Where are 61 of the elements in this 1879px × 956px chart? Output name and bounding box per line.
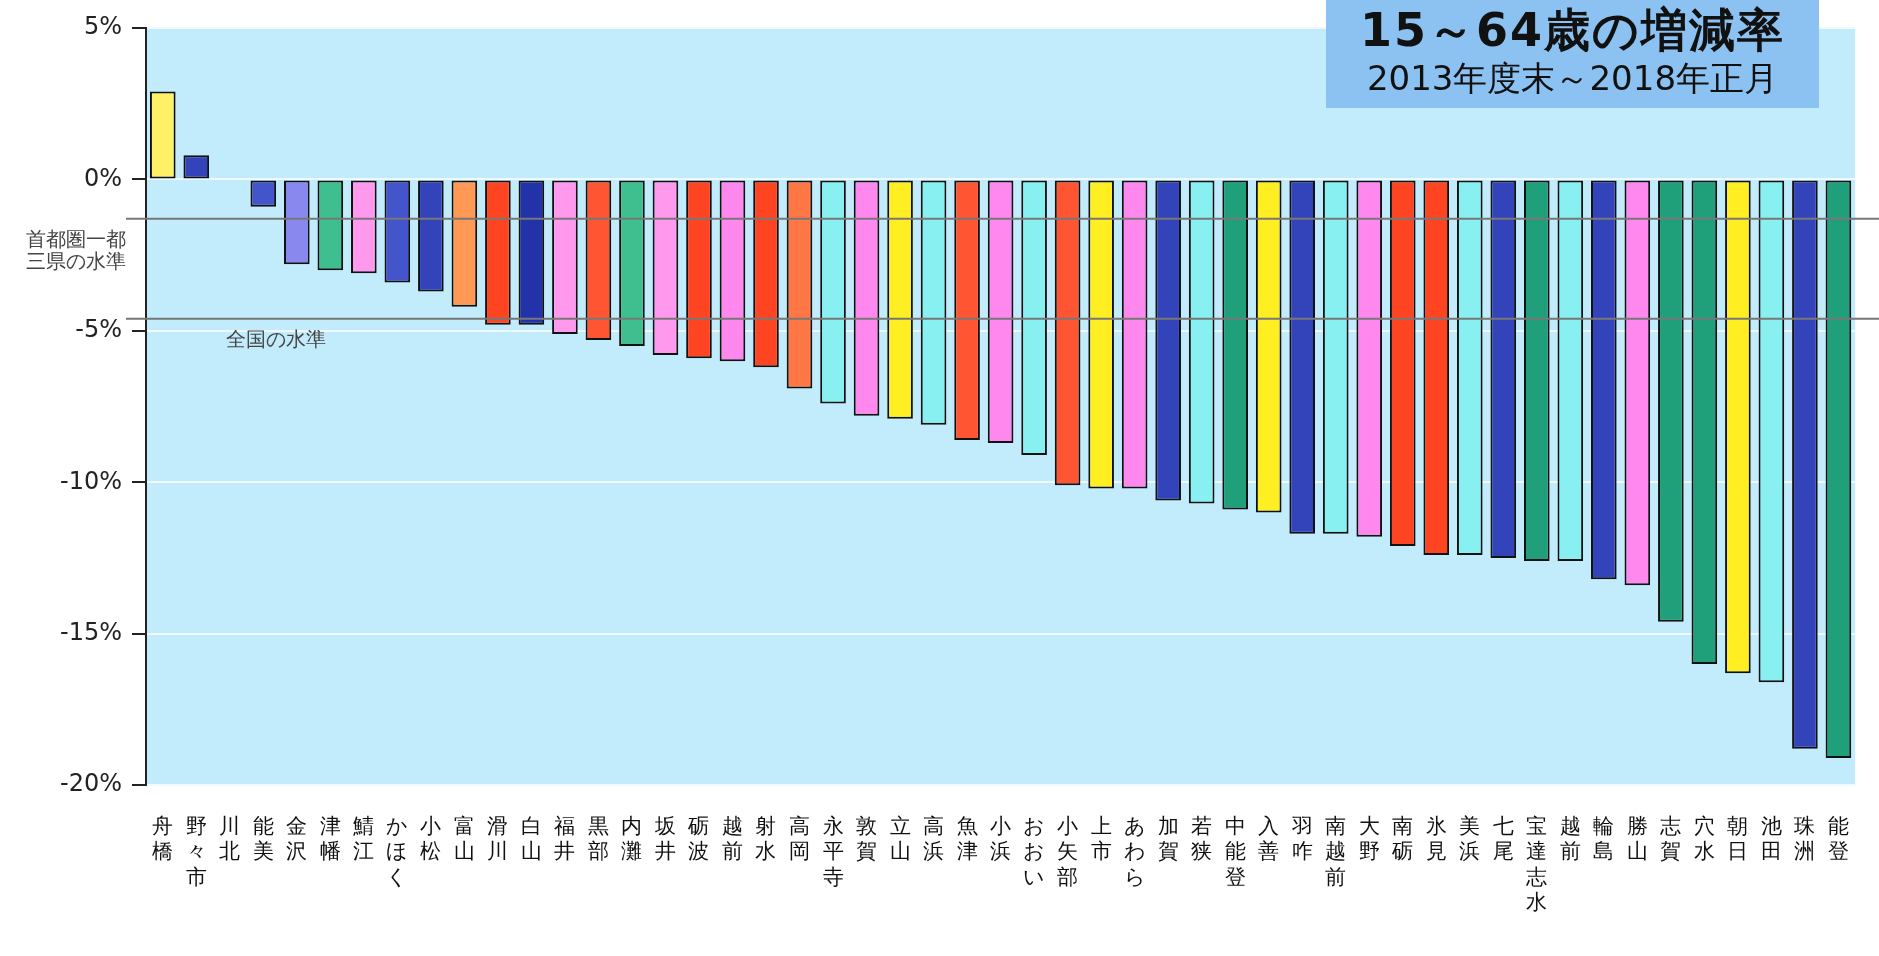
x-tick-label: 射水: [755, 814, 777, 864]
ref-line-label: 全国の水準: [226, 326, 326, 351]
x-tick-label: 永平寺: [822, 814, 844, 889]
x-tick-label: 津幡: [319, 814, 341, 864]
x-tick-label: 中能登: [1224, 814, 1246, 889]
y-tick-label: -5%: [75, 315, 122, 344]
x-tick-label: 舟橋: [152, 814, 174, 864]
x-tick-label: 黒部: [587, 814, 609, 864]
x-tick-label: 高岡: [789, 814, 811, 864]
x-tick-label: おおい: [1023, 814, 1046, 889]
x-tick-label: 小松: [420, 814, 442, 864]
x-tick-label: あわら: [1123, 814, 1146, 889]
x-tick-label: 朝日: [1727, 814, 1749, 864]
x-tick-label: 富山: [453, 814, 475, 864]
ref-line-label: 首都圏一都三県の水準: [26, 227, 126, 274]
x-tick-label: かほく: [386, 814, 409, 889]
x-tick-label: 小矢部: [1057, 814, 1079, 889]
x-tick-label: 珠洲: [1794, 814, 1816, 864]
text: 2013年度末～2018年正月: [1365, 58, 1779, 98]
chart-title: 15～64歳の増減率: [1359, 2, 1785, 58]
x-tick-label: 鯖江: [353, 814, 375, 864]
x-tick-label: 越前: [721, 814, 743, 864]
x-tick-label: 坂井: [653, 814, 676, 864]
x-tick-label: 内灘: [621, 814, 643, 864]
x-tick-label: 能美: [252, 814, 274, 864]
x-tick-label: 志賀: [1660, 814, 1682, 864]
x-tick-label: 輪島: [1593, 814, 1615, 864]
x-tick-label: 南越前: [1325, 814, 1347, 889]
x-tick-label: 七尾: [1492, 814, 1514, 864]
x-tick-label: 魚津: [956, 814, 978, 864]
x-tick-label: 高浜: [923, 814, 945, 864]
y-tick-label: -15%: [59, 617, 122, 646]
x-tick-label: 上市: [1090, 814, 1112, 864]
x-tick-label: 入善: [1258, 814, 1280, 864]
x-tick-label: 勝山: [1626, 814, 1648, 864]
x-tick-label: 金沢: [286, 814, 308, 864]
y-tick-label: -10%: [59, 466, 122, 495]
x-tick-label: 野々市: [185, 814, 207, 889]
x-tick-label: 滑川: [487, 814, 509, 864]
x-tick-label: 白山: [520, 814, 542, 864]
x-tick-label: 穴水: [1693, 814, 1715, 864]
x-tick-label: 越前: [1559, 814, 1581, 864]
y-tick-label: 5%: [83, 12, 122, 41]
x-tick-label: 福井: [554, 814, 576, 864]
x-tick-label: 敦賀: [856, 814, 878, 864]
y-tick-label: -20%: [59, 769, 122, 798]
x-tick-label: 加賀: [1157, 814, 1179, 864]
x-tick-label: 能登: [1827, 814, 1849, 864]
x-tick-label: 小浜: [990, 814, 1012, 864]
x-tick-label: 立山: [889, 814, 911, 864]
y-tick-label: 0%: [83, 163, 122, 192]
x-tick-label: 美浜: [1459, 814, 1481, 864]
x-tick-label: 氷見: [1425, 814, 1447, 864]
x-tick-label: 宝達志水: [1526, 814, 1548, 914]
x-tick-label: 大野: [1358, 814, 1380, 864]
x-tick-label: 南砺: [1391, 814, 1414, 864]
x-tick-label: 川北: [219, 814, 241, 864]
x-tick-label: 羽咋: [1290, 814, 1313, 864]
x-tick-label: 砺波: [687, 814, 710, 864]
x-tick-label: 池田: [1760, 814, 1782, 864]
x-tick-label: 若狭: [1191, 814, 1213, 864]
